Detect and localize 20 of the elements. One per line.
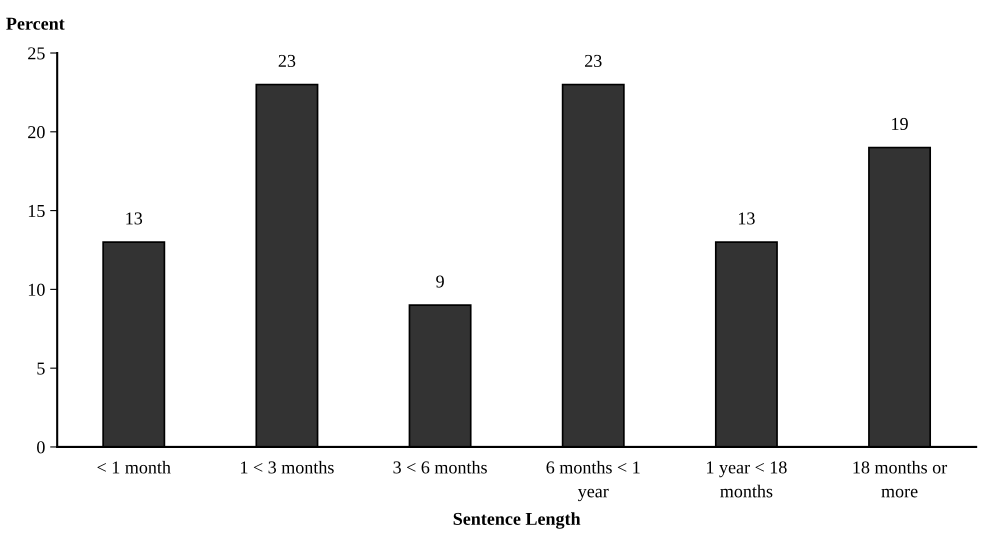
x-tick-label: 18 months or more bbox=[854, 460, 948, 498]
y-tick-label: 0 bbox=[37, 441, 45, 454]
y-tick-label: 25 bbox=[28, 47, 45, 60]
x-axis-title: Sentence Length bbox=[454, 512, 580, 529]
x-tick-label: < 1 month bbox=[97, 460, 171, 474]
data-label: 13 bbox=[738, 212, 755, 225]
x-tick-label: 1 year < 18 months bbox=[707, 461, 787, 498]
data-label: 23 bbox=[278, 54, 296, 67]
y-axis-title: Percent bbox=[6, 18, 65, 30]
y-tick-label: 10 bbox=[28, 284, 45, 296]
y-tick-label: 15 bbox=[28, 204, 45, 218]
x-tick-label: 6 months < 1 year bbox=[546, 460, 640, 502]
data-label: 23 bbox=[585, 54, 602, 67]
data-label: 9 bbox=[436, 275, 444, 288]
data-label: 19 bbox=[892, 118, 908, 130]
data-label: 13 bbox=[126, 212, 142, 225]
x-tick-label: 1 < 3 months bbox=[241, 460, 334, 474]
y-tick-label: 5 bbox=[37, 362, 45, 375]
y-tick-label: 20 bbox=[28, 126, 45, 138]
x-tick-label: 3 < 6 months bbox=[393, 460, 487, 474]
